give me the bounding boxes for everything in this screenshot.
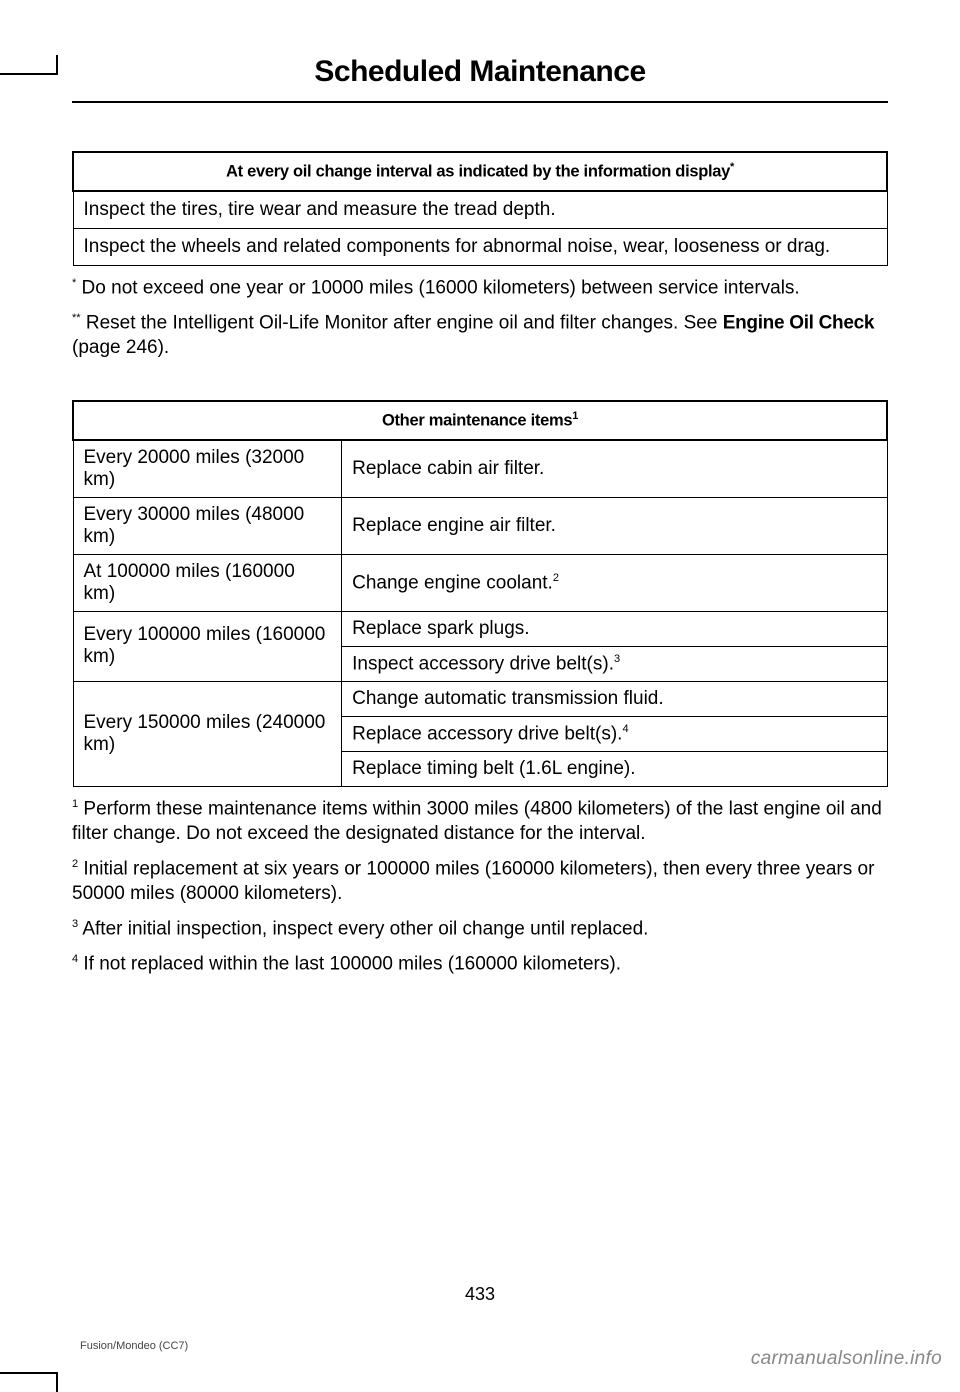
- interval-cell: At 100000 miles (160000 km): [73, 554, 342, 611]
- crop-mark-bottom-left: [0, 1372, 58, 1392]
- interval-cell: Every 100000 miles (160000 km): [73, 611, 342, 681]
- task-text: Change automatic transmission fluid.: [352, 688, 664, 709]
- table1-header-text: At every oil change interval as indicate…: [226, 163, 730, 181]
- footnote-dblstar: ** Reset the Intelligent Oil-Life Monito…: [72, 311, 888, 361]
- task-text: Replace spark plugs.: [352, 618, 529, 639]
- page-number: 433: [0, 1284, 960, 1305]
- interval-cell: Every 20000 miles (32000 km): [73, 440, 342, 498]
- table1-row: Inspect the tires, tire wear and measure…: [73, 191, 887, 229]
- task-text: Change engine coolant.: [352, 572, 553, 593]
- footnote-text: Perform these maintenance items within 3…: [72, 799, 882, 845]
- footnote-1: 1 Perform these maintenance items within…: [72, 797, 888, 847]
- task-text: Inspect accessory drive belt(s).: [352, 653, 614, 674]
- footnote-text-post: (page 246).: [72, 337, 169, 358]
- task-cell: Inspect accessory drive belt(s).3: [342, 646, 887, 681]
- table1-row: Inspect the wheels and related component…: [73, 228, 887, 265]
- task-cell: Replace accessory drive belt(s).4: [342, 717, 887, 752]
- page-title: Scheduled Maintenance: [0, 55, 960, 89]
- table2-header-text: Other maintenance items: [382, 412, 572, 430]
- task-sup: 4: [622, 723, 628, 735]
- task-cell: Replace spark plugs.: [342, 611, 887, 646]
- footnote-3: 3 After initial inspection, inspect ever…: [72, 917, 888, 942]
- task-text: Replace accessory drive belt(s).: [352, 723, 622, 744]
- footer-model: Fusion/Mondeo (CC7): [80, 1340, 188, 1352]
- task-sup: 2: [553, 572, 559, 584]
- footnote-text: If not replaced within the last 100000 m…: [78, 953, 621, 974]
- footnote-marker: **: [72, 312, 81, 324]
- task-text: Replace cabin air filter.: [352, 458, 544, 479]
- title-underline: [72, 101, 888, 103]
- task-text: Replace timing belt (1.6L engine).: [352, 758, 635, 779]
- crop-mark-top-left: [0, 55, 58, 75]
- task-cell: Replace timing belt (1.6L engine).: [342, 752, 887, 787]
- footnote-text: Do not exceed one year or 10000 miles (1…: [76, 277, 799, 298]
- interval-cell: Every 30000 miles (48000 km): [73, 497, 342, 554]
- other-maintenance-table: Other maintenance items1 Every 20000 mil…: [72, 400, 888, 787]
- footnote-bold: Engine Oil Check: [723, 312, 874, 333]
- footnote-2: 2 Initial replacement at six years or 10…: [72, 857, 888, 907]
- interval-cell: Every 150000 miles (240000 km): [73, 682, 342, 787]
- table2-header-sup: 1: [572, 410, 578, 422]
- footnote-text: Initial replacement at six years or 1000…: [72, 858, 874, 904]
- oil-change-interval-table: At every oil change interval as indicate…: [72, 151, 888, 266]
- footer-watermark: carmanualsonline.info: [751, 1348, 942, 1370]
- table1-header-sup: *: [730, 161, 734, 173]
- footnote-star: * Do not exceed one year or 10000 miles …: [72, 276, 888, 301]
- task-cell: Replace cabin air filter.: [342, 440, 887, 498]
- task-text: Replace engine air filter.: [352, 515, 556, 536]
- task-sup: 3: [614, 653, 620, 665]
- footnote-4: 4 If not replaced within the last 100000…: [72, 952, 888, 977]
- footnote-text: After initial inspection, inspect every …: [78, 918, 648, 939]
- table1-header: At every oil change interval as indicate…: [73, 152, 887, 191]
- task-cell: Change engine coolant.2: [342, 554, 887, 611]
- table2-header: Other maintenance items1: [73, 401, 887, 440]
- task-cell: Replace engine air filter.: [342, 497, 887, 554]
- content-area: At every oil change interval as indicate…: [0, 151, 960, 977]
- task-cell: Change automatic transmission fluid.: [342, 682, 887, 717]
- footnote-text-pre: Reset the Intelligent Oil-Life Monitor a…: [81, 312, 723, 333]
